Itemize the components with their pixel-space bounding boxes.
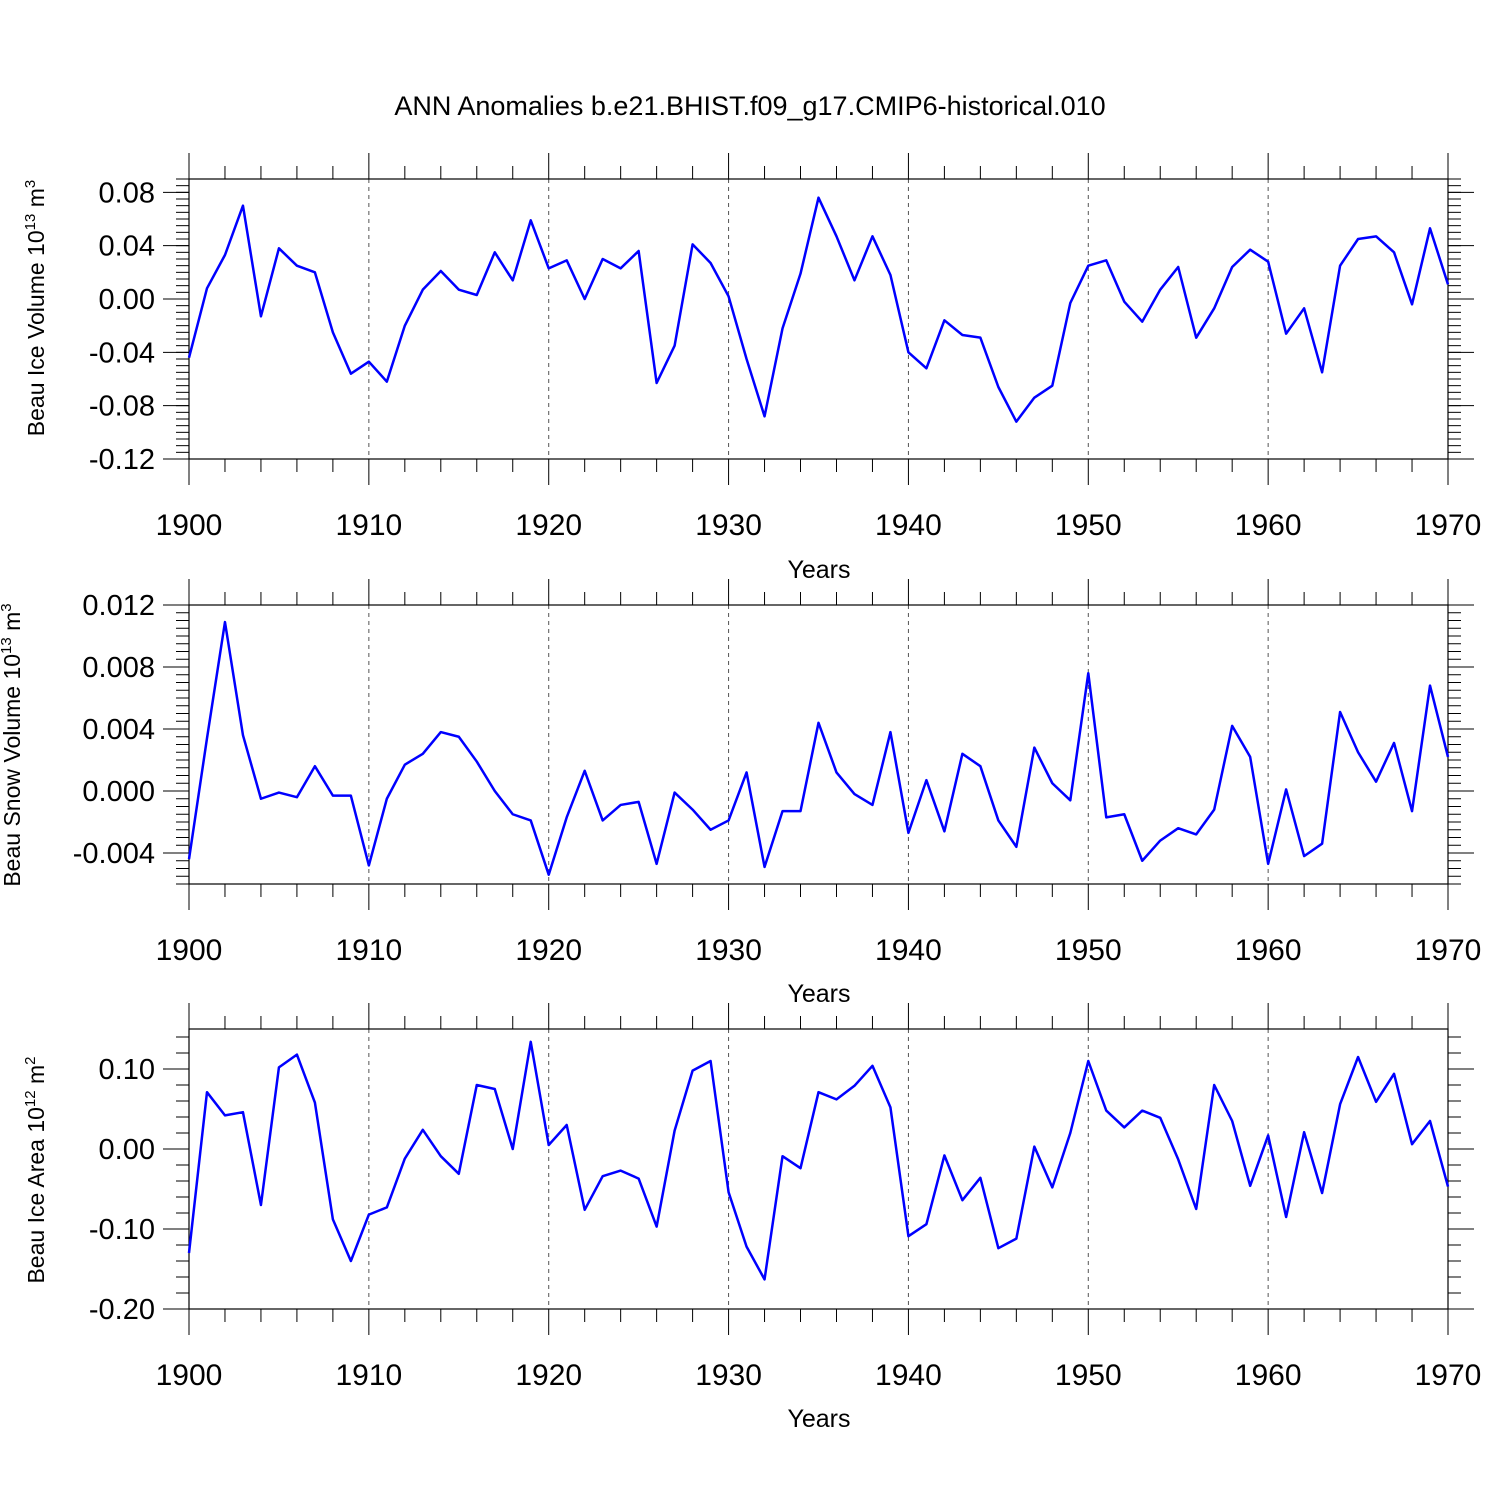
- panel-snow-volume-xlabel: Years: [787, 980, 850, 1008]
- y-tick-label: 0.008: [82, 652, 155, 684]
- y-tick-label: 0.012: [82, 590, 155, 622]
- panel-ice-area-xlabel: Years: [787, 1405, 850, 1433]
- panel-ice-volume-xlabel: Years: [787, 556, 850, 584]
- panel-snow-volume-ylabel: Beau Snow Volume 1013 m3: [0, 603, 25, 886]
- y-tick-label: -0.20: [89, 1294, 155, 1326]
- x-tick-label: 1930: [695, 1359, 762, 1392]
- panel-ice-volume-ylabel: Beau Ice Volume 1013 m3: [22, 180, 49, 436]
- y-tick-label: 0.10: [99, 1054, 155, 1086]
- panel-ice-area-ylabel: Beau Ice Area 1012 m2: [22, 1056, 49, 1283]
- x-tick-label: 1940: [875, 1359, 942, 1392]
- x-tick-label: 1950: [1055, 509, 1122, 542]
- x-tick-label: 1920: [515, 509, 582, 542]
- x-tick-label: 1970: [1415, 509, 1482, 542]
- axes-frame: [188, 178, 1449, 460]
- x-tick-label: 1950: [1055, 934, 1122, 967]
- axes-frame: [188, 604, 1449, 885]
- x-tick-label: 1900: [156, 934, 223, 967]
- x-tick-label: 1910: [335, 1359, 402, 1392]
- y-tick-label: -0.004: [73, 838, 155, 870]
- y-tick-label: -0.10: [89, 1214, 155, 1246]
- x-tick-label: 1960: [1235, 509, 1302, 542]
- axes-frame: [188, 1028, 1449, 1310]
- x-tick-label: 1960: [1235, 934, 1302, 967]
- series-line: [187, 620, 1450, 876]
- y-tick-label: 0.00: [99, 284, 155, 316]
- figure-title: ANN Anomalies b.e21.BHIST.f09_g17.CMIP6-…: [394, 91, 1105, 121]
- panel-snow-volume: Beau Snow Volume 1013 m3 Years 1900 1910 1…: [0, 579, 1481, 1008]
- x-tick-label: 1940: [875, 509, 942, 542]
- panel-ice-area: Beau Ice Area 1012 m2 Years 1900 1910 1920…: [22, 1003, 1481, 1433]
- y-tick-label: 0.04: [99, 231, 155, 263]
- panel-ice-volume: Beau Ice Volume 1013 m3 Years 1900 1910 19…: [22, 153, 1481, 584]
- y-tick-label: 0.00: [99, 1134, 155, 1166]
- x-tick-label: 1930: [695, 934, 762, 967]
- x-tick-label: 1970: [1415, 934, 1482, 967]
- x-tick-label: 1920: [515, 934, 582, 967]
- y-tick-label: 0.08: [99, 177, 155, 209]
- y-tick-label: 0.000: [82, 776, 155, 808]
- series-line: [187, 196, 1450, 423]
- x-tick-label: 1940: [875, 934, 942, 967]
- y-tick-label: -0.08: [89, 391, 155, 423]
- x-tick-label: 1900: [156, 1359, 223, 1392]
- x-tick-label: 1900: [156, 509, 223, 542]
- x-tick-label: 1910: [335, 934, 402, 967]
- x-tick-label: 1910: [335, 509, 402, 542]
- y-tick-label: -0.04: [89, 337, 155, 369]
- x-tick-label: 1920: [515, 1359, 582, 1392]
- y-tick-label: -0.12: [89, 444, 155, 476]
- x-tick-label: 1950: [1055, 1359, 1122, 1392]
- x-tick-label: 1970: [1415, 1359, 1482, 1392]
- x-tick-label: 1930: [695, 509, 762, 542]
- y-tick-label: 0.004: [82, 714, 155, 746]
- series-line: [187, 1040, 1450, 1281]
- x-tick-label: 1960: [1235, 1359, 1302, 1392]
